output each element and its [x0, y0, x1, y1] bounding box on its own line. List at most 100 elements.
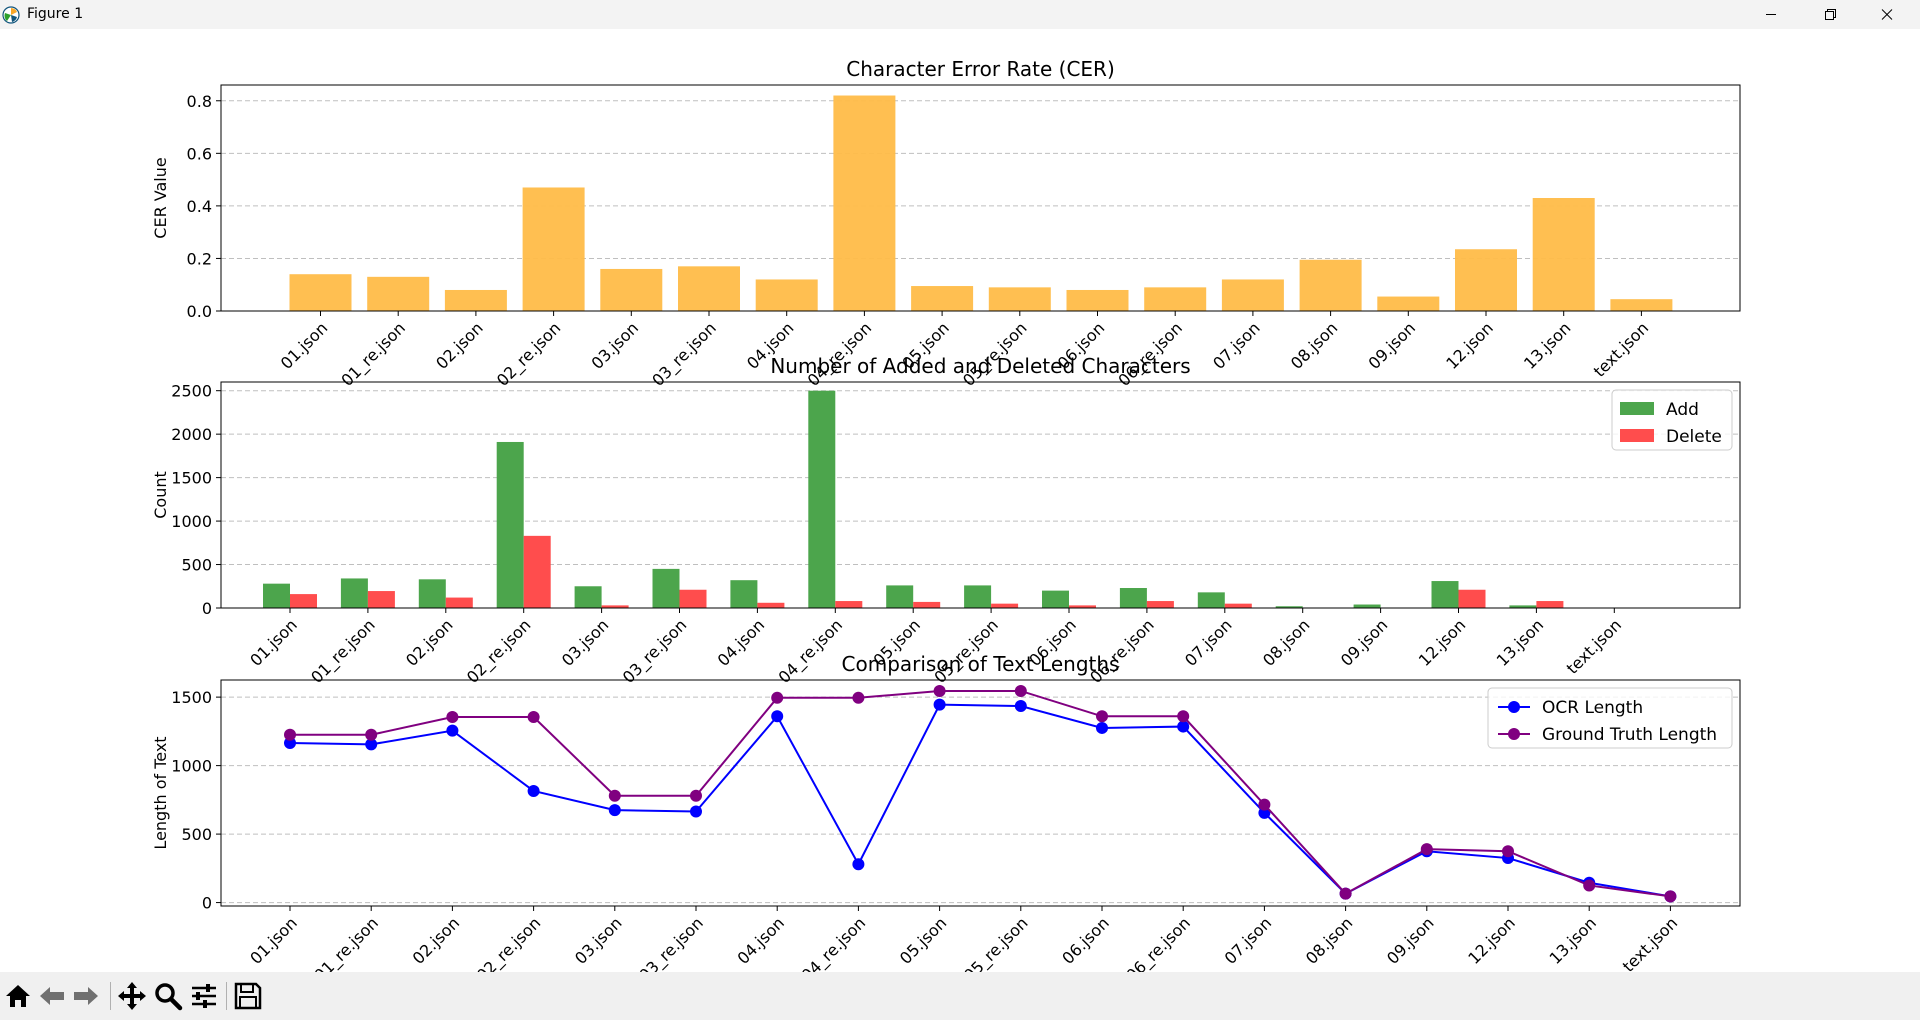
x-tick-label: 05_re.json — [960, 913, 1032, 972]
close-button[interactable] — [1858, 0, 1916, 29]
delete-bar — [367, 591, 395, 608]
cer-bar — [678, 266, 740, 311]
chart-title: Comparison of Text Lengths — [842, 652, 1120, 676]
x-tick-label: 02.json — [402, 615, 457, 670]
ocr-length-point — [527, 784, 540, 797]
matplotlib-icon — [2, 6, 20, 24]
close-icon — [1881, 9, 1893, 20]
ground-truth-length-point — [1583, 879, 1596, 892]
x-tick-label: text.json — [1590, 318, 1652, 380]
cer-bar — [1377, 296, 1440, 311]
ocr-length-point — [852, 858, 865, 871]
pan-button[interactable] — [116, 980, 148, 1012]
minimize-icon — [1766, 14, 1776, 15]
zoom-button[interactable] — [152, 980, 184, 1012]
navigation-toolbar — [0, 972, 1920, 1020]
legend-box — [1487, 687, 1733, 749]
x-tick-label: 03_re.json — [619, 615, 691, 687]
ground-truth-length-point — [690, 789, 702, 802]
forward-arrow-icon — [74, 987, 98, 1005]
ocr-length-point — [1258, 806, 1271, 819]
y-axis-label: CER Value — [151, 157, 170, 238]
ground-truth-length-point — [446, 710, 459, 723]
add-bar — [1119, 588, 1147, 608]
x-tick-label: 12.json — [1464, 913, 1519, 968]
ground-truth-length-point — [1420, 843, 1433, 856]
x-tick-label: 04.json — [714, 615, 769, 670]
legend-swatch-add — [1620, 402, 1654, 415]
subplot-3: 0 500 1000 1500 01.json 01_re.json 02.json 02_r… — [151, 652, 1741, 986]
y-tick-label: 0.4 — [187, 197, 212, 216]
ocr-length-point — [771, 710, 784, 723]
y-tick-label: 500 — [181, 825, 212, 844]
minimize-button[interactable] — [1742, 0, 1800, 29]
add-bar — [1042, 590, 1069, 608]
legend-label-delete: Delete — [1666, 427, 1722, 447]
add-bar — [1353, 604, 1381, 608]
y-tick-label: 0 — [202, 894, 212, 913]
cer-bar — [755, 279, 818, 311]
home-icon — [6, 985, 30, 1007]
y-tick-label: 0.6 — [187, 144, 212, 163]
figure-svg: 0.00.20.40.60.801.json 01_re.json 02.json 0… — [151, 57, 1741, 986]
delete-bar — [601, 605, 629, 608]
ground-truth-length-point — [608, 789, 621, 802]
figure-canvas[interactable]: 0.0 0.2 0.4 0.6 0.8 01.json 01_re.json 02.json 0… — [0, 29, 1920, 986]
cer-bar — [444, 289, 507, 311]
ocr-length-point — [365, 738, 378, 751]
y-tick-label: 0 — [202, 599, 212, 618]
chart-title: Character Error Rate (CER) — [846, 57, 1115, 81]
restore-icon — [1825, 9, 1836, 20]
home-button[interactable] — [2, 980, 34, 1012]
cer-bar — [522, 187, 585, 311]
x-tick-label: 04.json — [733, 913, 788, 968]
x-tick-label: 03.json — [588, 318, 643, 373]
toolbar-separator — [226, 982, 227, 1010]
x-tick-label: 02_re.json — [493, 318, 565, 390]
cer-bar — [1532, 198, 1595, 311]
x-tick-label: 13.json — [1520, 318, 1575, 373]
x-tick-label: 07.json — [1181, 615, 1236, 670]
add-bar — [1275, 606, 1303, 608]
configure-subplots-button[interactable] — [188, 980, 220, 1012]
chart-title: Number of Added and Deleted Characters — [770, 354, 1190, 378]
delete-bar — [913, 601, 941, 608]
cer-bar — [600, 268, 663, 311]
ground-truth-length-point — [284, 728, 296, 741]
y-axis-label: Length of Text — [151, 736, 170, 849]
x-tick-label: 02.json — [409, 913, 464, 968]
ground-truth-length-point — [1502, 845, 1514, 858]
ocr-length-point — [284, 737, 296, 750]
ground-truth-length-point — [1339, 887, 1352, 900]
cer-bar — [1299, 259, 1362, 311]
y-tick-label: 1000 — [171, 512, 212, 531]
ground-truth-length-point — [933, 684, 946, 697]
legend-swatch-delete — [1620, 429, 1654, 442]
y-tick-label: 2000 — [171, 425, 212, 444]
cer-bar — [833, 95, 896, 311]
ocr-length-point — [1177, 720, 1190, 733]
y-tick-label: 0.8 — [187, 92, 212, 111]
axes-frame — [220, 679, 1741, 907]
delete-bar — [1458, 589, 1486, 608]
restore-button[interactable] — [1800, 0, 1858, 29]
subplot-1: 0.00.20.40.60.801.json 01_re.json 02.json 0… — [151, 57, 1741, 391]
x-tick-label: 09.json — [1383, 913, 1438, 968]
cer-bar — [911, 286, 974, 311]
ground-truth-length-line — [290, 689, 1671, 898]
x-tick-label: 12.json — [1415, 615, 1470, 670]
y-tick-label: 0.0 — [187, 302, 212, 321]
ocr-length-point — [446, 724, 459, 737]
forward-button[interactable] — [70, 980, 102, 1012]
ocr-length-point — [1096, 721, 1108, 734]
x-tick-label: 08.json — [1287, 318, 1342, 373]
back-button[interactable] — [36, 980, 68, 1012]
y-tick-label: 1500 — [171, 688, 212, 707]
delete-bar — [991, 603, 1019, 608]
y-axis-label: Count — [151, 471, 170, 519]
x-tick-label: 07.json — [1221, 913, 1276, 968]
save-button[interactable] — [232, 980, 264, 1012]
delete-bar — [835, 601, 863, 608]
ocr-length-point — [1014, 700, 1027, 713]
cer-bar — [1455, 249, 1517, 311]
